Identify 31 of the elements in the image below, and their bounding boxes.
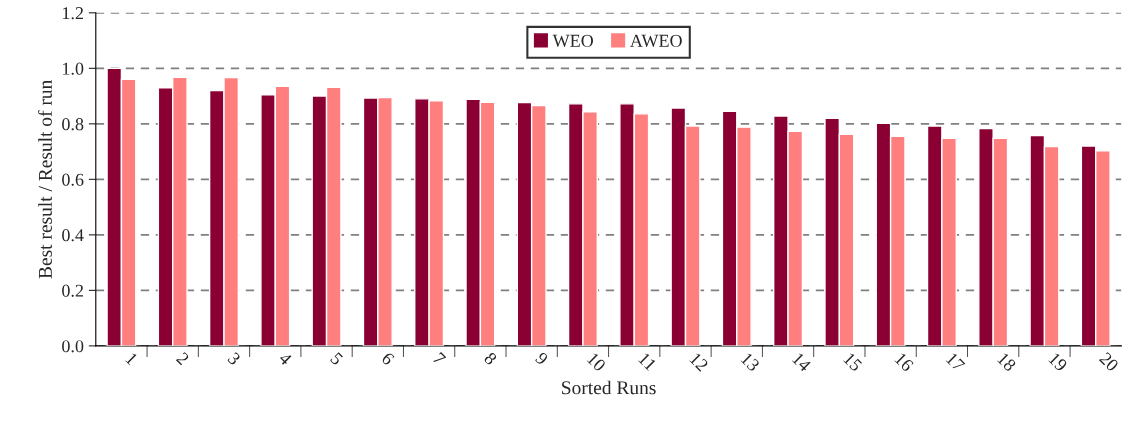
x-tick-label: 3 [227, 351, 242, 366]
x-tick-label: 17 [945, 352, 966, 372]
x-tick-label: 4 [278, 351, 293, 366]
x-tick-label: 10 [586, 352, 607, 372]
x-tick-label: 7 [432, 352, 447, 366]
y-tick-label: 0.6 [62, 173, 84, 186]
y-tick-label: 1.0 [63, 62, 84, 75]
x-tick-label: 1 [125, 352, 139, 366]
x-tick-label: 14 [791, 352, 812, 373]
y-tick-label: 0.4 [62, 229, 84, 242]
x-tick-label: 6 [380, 351, 395, 366]
x-tick-label: 18 [996, 352, 1017, 372]
y-axis-title: Best result / Result of run [38, 79, 52, 279]
x-tick-label: 20 [1098, 351, 1120, 372]
x-tick-label: 5 [329, 351, 344, 366]
x-tick-label: 8 [483, 351, 498, 366]
x-tick-label: 12 [689, 352, 709, 372]
x-tick-label: 2 [175, 351, 190, 366]
y-tick-label: 0.0 [62, 340, 84, 353]
x-tick-label: 11 [638, 352, 657, 372]
x-axis-title: Sorted Runs [562, 380, 656, 395]
y-tick-label: 0.2 [62, 284, 83, 297]
y-tick-label: 0.8 [62, 118, 84, 131]
legend-label: AWEO [630, 34, 682, 47]
x-tick-label: 16 [894, 352, 915, 373]
x-tick-label: 13 [740, 352, 761, 372]
legend-label: WEO [552, 34, 594, 47]
x-tick-label: 19 [1048, 352, 1068, 372]
x-tick-label: 9 [534, 351, 549, 366]
x-tick-label: 15 [843, 352, 863, 372]
y-tick-label: 1.2 [63, 7, 83, 20]
